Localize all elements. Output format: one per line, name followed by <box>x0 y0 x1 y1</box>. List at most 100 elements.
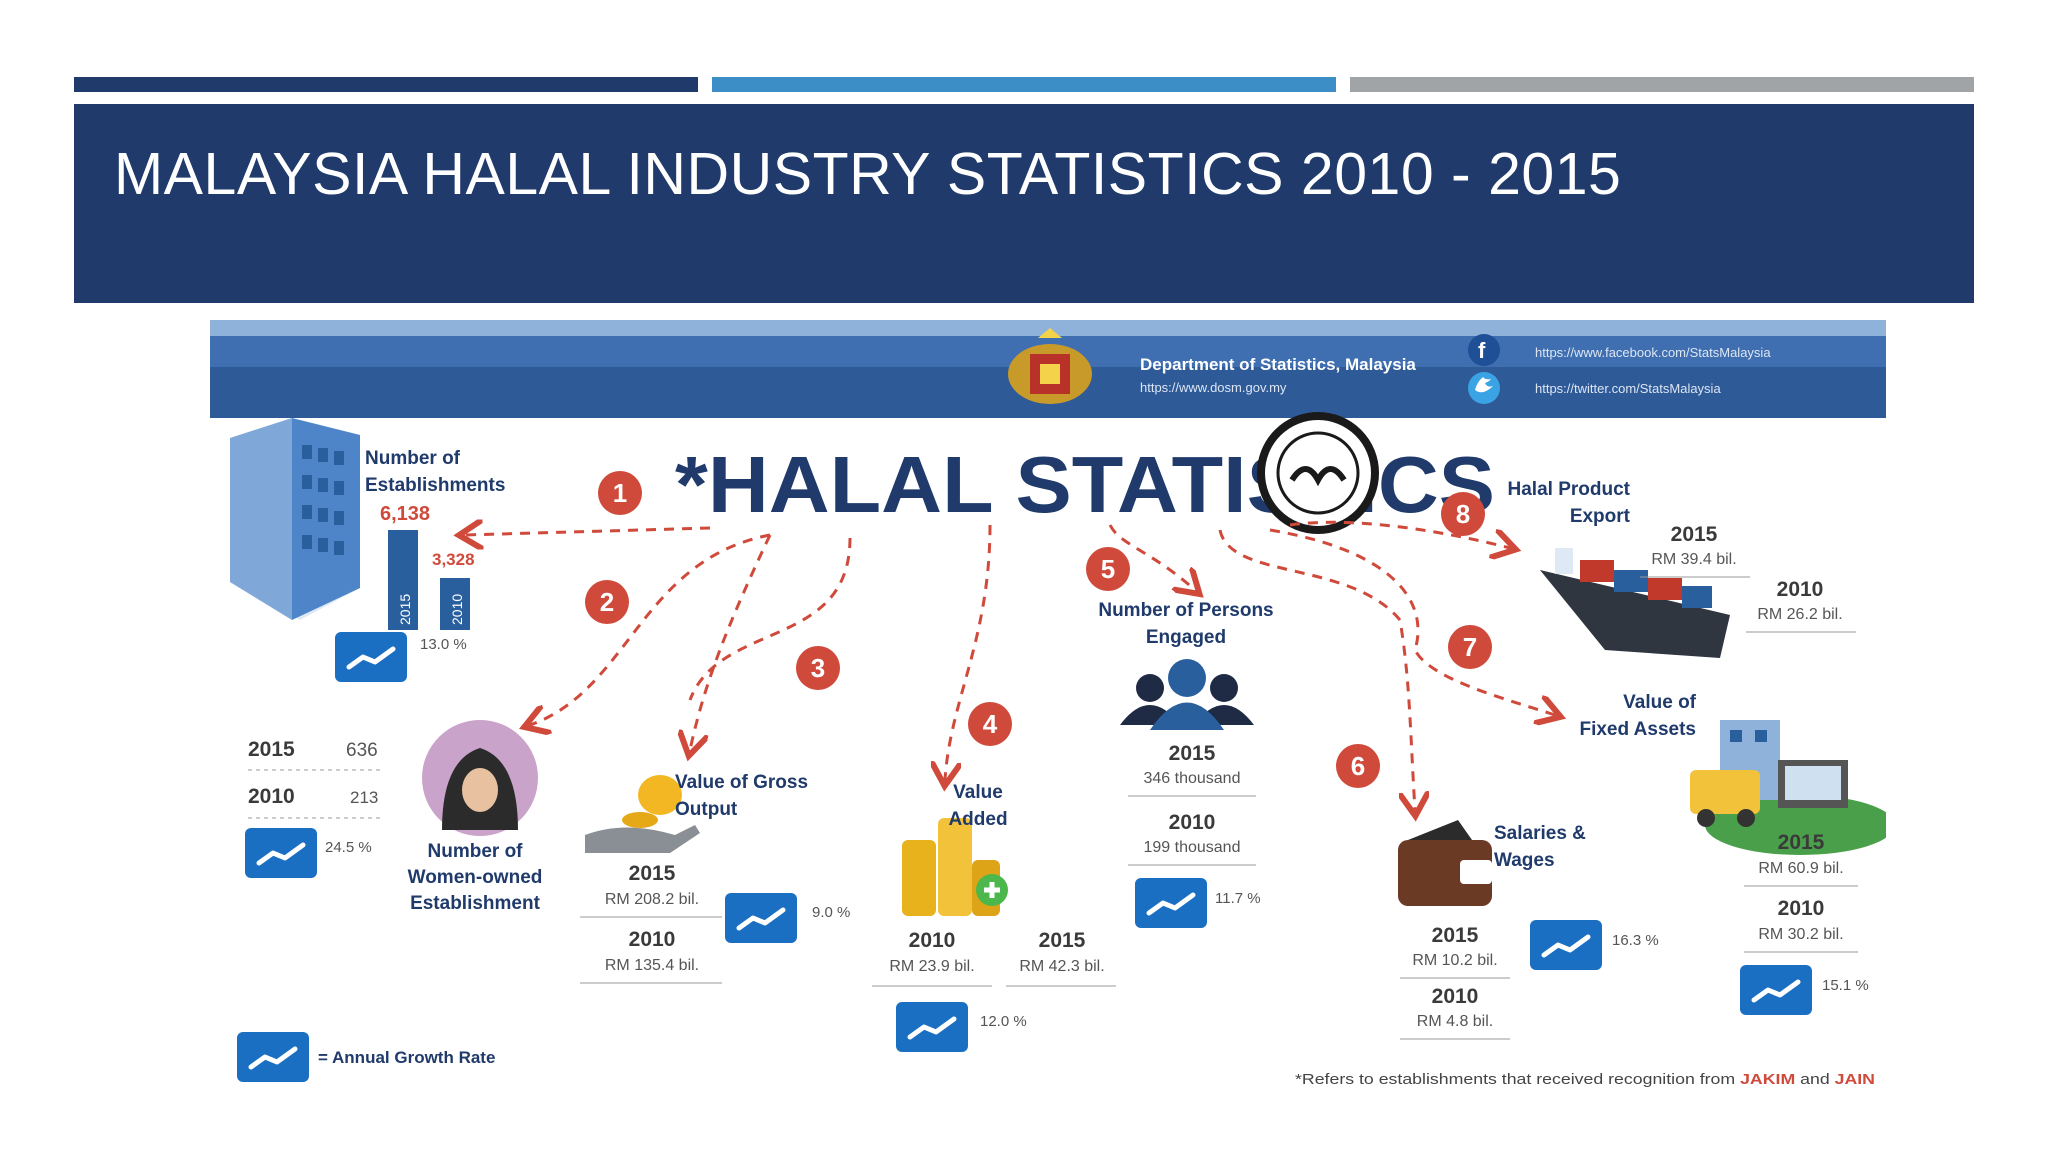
export-2015-value: RM 39.4 bil. <box>1651 551 1736 568</box>
svg-text:2: 2 <box>600 587 614 617</box>
coin-hand-icon <box>585 775 700 853</box>
export-block: Halal Product Export 2015 RM 39.4 bil. 2… <box>1508 479 1856 658</box>
accent-bar-grey <box>1350 77 1974 92</box>
wallet-icon <box>1398 820 1492 906</box>
svg-text:Value: Value <box>953 782 1003 803</box>
establishments-2010-value: 3,328 <box>432 550 475 569</box>
svg-text:2015: 2015 <box>1432 924 1479 947</box>
svg-text:Number of: Number of <box>428 841 524 862</box>
svg-text:Salaries &: Salaries & <box>1494 823 1586 844</box>
growth-rate-icon <box>1530 920 1602 970</box>
fixed-assets-block: Value of Fixed Assets 2015 RM 60.9 bil. … <box>1579 692 1886 1015</box>
women-2010-value: 213 <box>350 788 378 807</box>
establishments-block: Number of Establishments 6,138 3,328 201… <box>230 418 505 682</box>
svg-text:2010: 2010 <box>449 594 465 625</box>
svg-text:Women-owned: Women-owned <box>408 867 543 888</box>
svg-text:Added: Added <box>948 809 1007 830</box>
growth-rate-icon <box>335 632 407 682</box>
growth-rate-icon <box>1740 965 1812 1015</box>
svg-text:6: 6 <box>1351 751 1365 781</box>
title-band: MALAYSIA HALAL INDUSTRY STATISTICS 2010 … <box>74 104 1974 303</box>
org-website[interactable]: https://www.dosm.gov.my <box>1140 380 1287 395</box>
persons-2010-value: 199 thousand <box>1144 839 1241 856</box>
facebook-url[interactable]: https://www.facebook.com/StatsMalaysia <box>1535 345 1771 360</box>
svg-text:2010: 2010 <box>1777 578 1824 601</box>
coins-stack-icon <box>902 818 1008 916</box>
step-numbers: 1 2 3 4 5 6 7 8 <box>585 471 1492 788</box>
svg-text:2010: 2010 <box>248 785 295 808</box>
value-added-growth: 12.0 % <box>980 1013 1027 1030</box>
export-2010-value: RM 26.2 bil. <box>1757 606 1842 623</box>
twitter-url[interactable]: https://twitter.com/StatsMalaysia <box>1535 381 1721 396</box>
women-2015-value: 636 <box>346 740 378 761</box>
persons-2015-value: 346 thousand <box>1144 770 1241 787</box>
svg-text:7: 7 <box>1463 632 1477 662</box>
svg-text:2010: 2010 <box>1778 897 1825 920</box>
truck-assets-icon <box>1690 720 1886 855</box>
svg-text:f: f <box>1478 338 1486 363</box>
establishments-label: Number of <box>365 448 461 469</box>
salaries-2015-value: RM 10.2 bil. <box>1412 952 1497 969</box>
gross-output-growth: 9.0 % <box>812 904 850 921</box>
ship-icon <box>1540 548 1730 658</box>
svg-text:Number of Persons: Number of Persons <box>1098 600 1273 621</box>
gross-output-2010-value: RM 135.4 bil. <box>605 957 699 974</box>
svg-text:Engaged: Engaged <box>1146 627 1226 648</box>
persons-block: Number of Persons Engaged 2015 346 thous… <box>1098 600 1274 928</box>
accent-bar-navy <box>74 77 698 92</box>
growth-rate-icon <box>1135 878 1207 928</box>
svg-text:Halal Product: Halal Product <box>1508 479 1631 500</box>
svg-text:2015: 2015 <box>1671 523 1718 546</box>
women-block: 2015 636 2010 213 24.5 % Number of Women… <box>245 720 542 914</box>
svg-text:Wages: Wages <box>1494 850 1555 871</box>
establishments-bar-2015 <box>388 530 418 630</box>
establishments-label-2: Establishments <box>365 475 505 496</box>
halal-logo <box>1257 412 1379 534</box>
info-header: Department of Statistics, Malaysia https… <box>210 320 1886 418</box>
coat-of-arms-icon <box>1008 328 1092 404</box>
women-growth: 24.5 % <box>325 839 372 856</box>
svg-text:8: 8 <box>1456 499 1470 529</box>
fixed-assets-2010-value: RM 30.2 bil. <box>1758 926 1843 943</box>
svg-text:2015: 2015 <box>397 594 413 625</box>
slide-title: MALAYSIA HALAL INDUSTRY STATISTICS 2010 … <box>114 141 1622 207</box>
growth-rate-icon <box>245 828 317 878</box>
svg-text:2015: 2015 <box>248 738 295 761</box>
twitter-icon[interactable] <box>1468 372 1500 404</box>
persons-growth: 11.7 % <box>1215 890 1261 907</box>
fixed-assets-growth: 15.1 % <box>1822 977 1869 994</box>
svg-text:4: 4 <box>983 709 998 739</box>
building-icon <box>230 418 360 620</box>
svg-text:1: 1 <box>613 478 627 508</box>
svg-text:2015: 2015 <box>1778 831 1825 854</box>
halal-infographic: Department of Statistics, Malaysia https… <box>210 320 1886 1088</box>
fixed-assets-2015-value: RM 60.9 bil. <box>1758 860 1843 877</box>
svg-text:2010: 2010 <box>909 929 956 952</box>
svg-text:Value of: Value of <box>1623 692 1697 713</box>
establishments-growth: 13.0 % <box>420 636 467 653</box>
facebook-icon[interactable]: f <box>1468 334 1500 366</box>
svg-text:Export: Export <box>1570 506 1631 527</box>
org-name: Department of Statistics, Malaysia <box>1140 355 1416 374</box>
value-added-2010-value: RM 23.9 bil. <box>889 958 974 975</box>
svg-text:2015: 2015 <box>1039 929 1086 952</box>
svg-text:2015: 2015 <box>1169 742 1216 765</box>
legend-text: = Annual Growth Rate <box>318 1048 495 1067</box>
growth-rate-icon <box>896 1002 968 1052</box>
connector-arrows <box>465 522 1555 810</box>
gross-output-2015-value: RM 208.2 bil. <box>605 891 699 908</box>
salaries-block: Salaries & Wages 2015 RM 10.2 bil. 2010 … <box>1398 820 1659 1040</box>
gross-output-block: Value of Gross Output 2015 RM 208.2 bil.… <box>580 772 850 984</box>
growth-legend: = Annual Growth Rate <box>237 1032 495 1082</box>
growth-rate-icon <box>237 1032 309 1082</box>
establishments-2015-value: 6,138 <box>380 503 430 525</box>
value-added-2015-value: RM 42.3 bil. <box>1019 958 1104 975</box>
value-added-block: Value Added 2010 RM 23.9 bil. 2015 RM 42… <box>872 782 1116 1052</box>
salaries-2010-value: RM 4.8 bil. <box>1417 1013 1493 1030</box>
accent-bar-blue <box>712 77 1336 92</box>
svg-text:5: 5 <box>1101 554 1115 584</box>
svg-text:Output: Output <box>675 799 738 820</box>
svg-text:2010: 2010 <box>1169 811 1216 834</box>
svg-text:Value of Gross: Value of Gross <box>675 772 808 793</box>
people-icon <box>1120 659 1254 730</box>
